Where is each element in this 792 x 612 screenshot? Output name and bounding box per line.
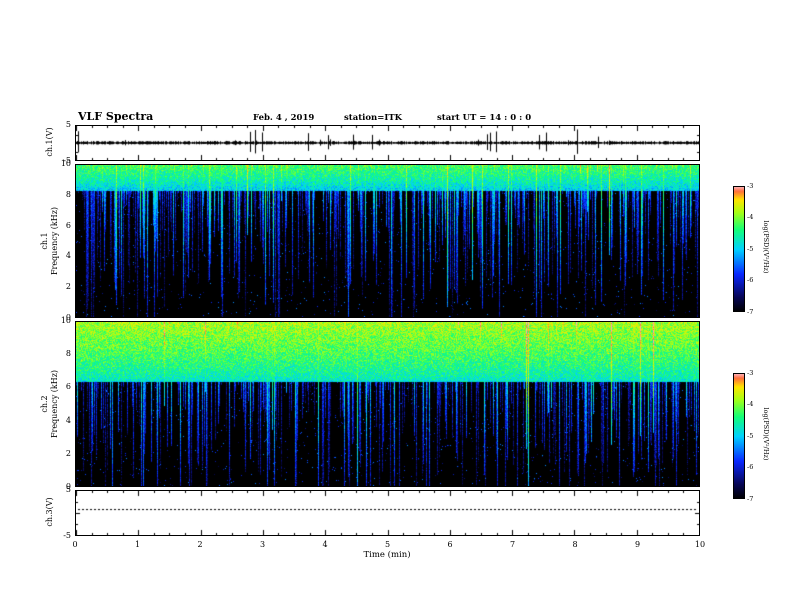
colorbar-ch2-canvas <box>734 374 744 498</box>
time-tick: 9 <box>634 540 641 549</box>
time-tick: 2 <box>197 540 203 549</box>
time-tick: 7 <box>509 540 516 549</box>
ch1-spectrogram-panel <box>75 164 700 318</box>
ch3-voltage-axis-label: ch.3(V) <box>45 497 54 527</box>
time-tick: 4 <box>322 540 328 549</box>
ch3-voltage-tick: 5 <box>65 485 71 494</box>
colorbar-tick: -7 <box>747 494 754 503</box>
ch1-frequency-tick: 8 <box>65 189 71 199</box>
colorbar-ch1-canvas <box>734 187 744 311</box>
ch1-spectrogram-canvas <box>76 165 699 317</box>
x-axis-title: Time (min) <box>363 550 411 560</box>
ch1-frequency-tick: 2 <box>65 282 71 292</box>
station-label: station=ITK <box>344 113 403 123</box>
ch3-voltage-tick: -5 <box>63 531 71 540</box>
time-tick: 0 <box>72 540 78 549</box>
colorbar-tick: -4 <box>747 213 754 221</box>
ch1-frequency-tick: 10 <box>60 159 71 168</box>
colorbar-tick: -6 <box>747 276 754 284</box>
ch2-frequency-tick: 2 <box>65 448 71 458</box>
ch2-frequency-tick: 10 <box>60 316 71 325</box>
colorbar-tick: -3 <box>747 368 754 377</box>
colorbar-tick: -5 <box>747 431 754 440</box>
ch1-frequency-tick: 6 <box>65 220 71 230</box>
ch1-frequency-axis-label: ch.1 Frequency (kHz) <box>40 164 60 318</box>
colorbar-ch2-label: log(PSD)(V²/Hz) <box>762 407 770 461</box>
ch2-freq-label: Frequency (kHz) <box>50 369 59 439</box>
time-tick: 8 <box>572 540 578 549</box>
colorbar-tick: -6 <box>747 463 754 471</box>
time-tick: 6 <box>447 540 453 549</box>
ch1-waveform-panel <box>75 125 700 161</box>
ch1-frequency-tick: 4 <box>65 251 71 261</box>
ch3-waveform-canvas <box>76 491 699 535</box>
ch1-voltage-tick: 5 <box>65 120 71 129</box>
time-tick: 3 <box>259 540 266 549</box>
colorbar-tick: -4 <box>747 400 754 408</box>
colorbar-ch2 <box>733 373 745 499</box>
colorbar-ch1-label: log(PSD)(V²/Hz) <box>762 220 770 274</box>
ch1-waveform-canvas <box>76 126 699 160</box>
ch2-frequency-axis-label: ch.2 Frequency (kHz) <box>40 321 60 487</box>
ch2-channel-label: ch.2 <box>40 395 49 413</box>
ch2-spectrogram-panel <box>75 321 700 487</box>
time-tick: 1 <box>134 540 141 549</box>
time-tick: 10 <box>694 540 706 549</box>
time-tick: 5 <box>384 540 391 549</box>
ch1-voltage-tick: -5 <box>63 156 71 165</box>
colorbar-tick: -3 <box>747 181 754 190</box>
colorbar-ch1 <box>733 186 745 312</box>
ch1-freq-label: Frequency (kHz) <box>50 206 59 276</box>
ch2-frequency-tick: 4 <box>65 415 71 425</box>
ch3-waveform-panel <box>75 490 700 536</box>
start-ut-label: start UT = 14 : 0 : 0 <box>437 113 532 123</box>
ch2-frequency-tick: 6 <box>65 382 71 392</box>
ch2-frequency-tick: 8 <box>65 349 71 359</box>
ch1-channel-label: ch.1 <box>40 232 49 250</box>
ch1-frequency-tick: 0 <box>65 313 71 322</box>
ch2-frequency-tick: 0 <box>65 482 71 491</box>
colorbar-tick: -5 <box>747 244 754 253</box>
ch2-spectrogram-canvas <box>76 322 699 486</box>
date-label: Feb. 4 , 2019 <box>253 113 315 123</box>
colorbar-tick: -7 <box>747 307 754 316</box>
page-title: VLF Spectra <box>78 110 154 123</box>
ch1-voltage-axis-label: ch.1(V) <box>45 127 54 157</box>
